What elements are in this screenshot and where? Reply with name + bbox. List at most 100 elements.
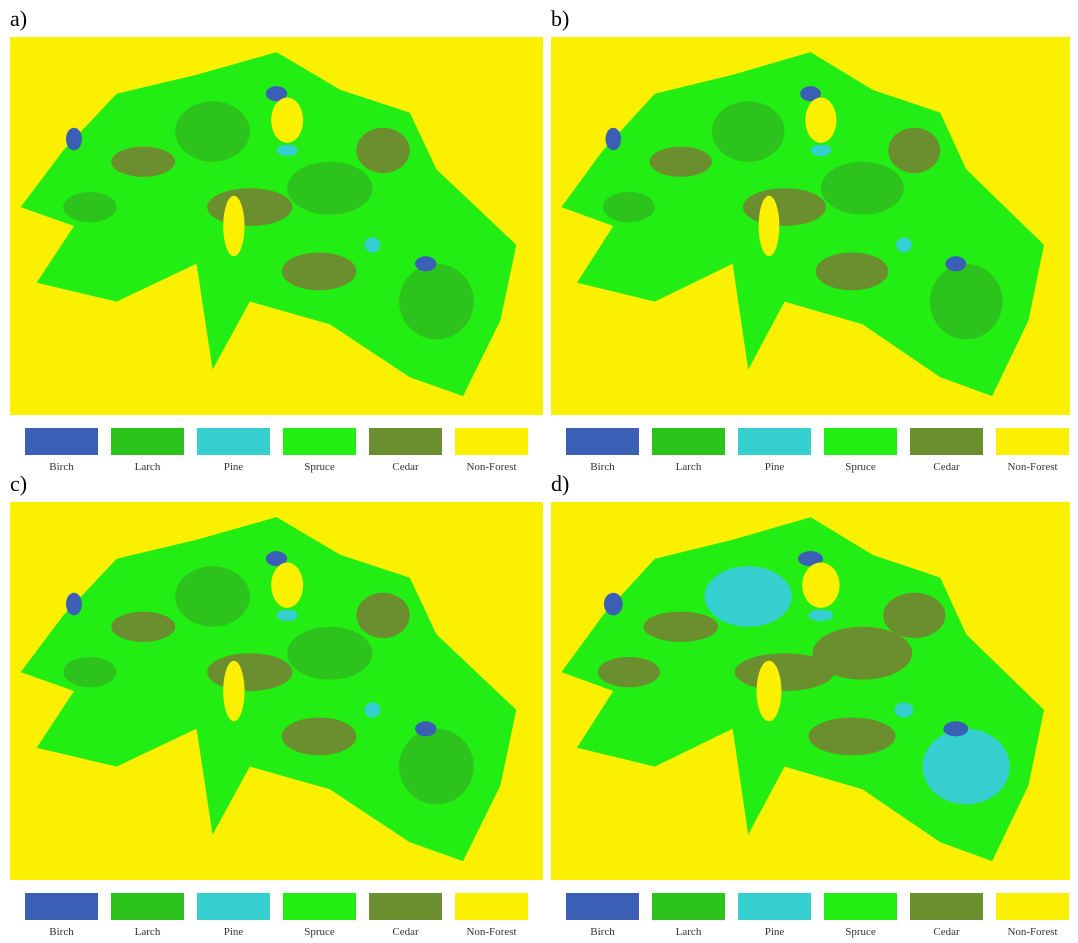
class-patch: [399, 729, 474, 805]
class-patch: [207, 653, 292, 691]
class-patch: [643, 612, 718, 642]
legend-label: Pine: [765, 461, 785, 473]
class-patch: [282, 252, 357, 290]
figure: a) Birch Larch Pine Spruce Cedar Non-Forest b) B…: [0, 0, 1078, 943]
class-patch: [743, 188, 826, 226]
legend-label: Non-Forest: [466, 461, 516, 473]
legend-label: Larch: [135, 461, 161, 473]
panel-label: c): [10, 471, 27, 496]
panel-label: a): [10, 6, 27, 31]
class-patch: [223, 661, 244, 721]
class-patch: [364, 702, 380, 717]
class-patch: [821, 162, 904, 215]
map-panel: b) Birch Larch Pine Spruce Cedar Non-Forest: [551, 6, 1070, 473]
class-patch: [923, 729, 1010, 805]
legend-swatch: [738, 893, 811, 920]
class-patch: [813, 627, 913, 680]
legend-swatch: [369, 428, 442, 455]
class-patch: [650, 147, 712, 177]
class-patch: [63, 657, 116, 687]
class-patch: [896, 237, 912, 252]
legend-swatch: [996, 428, 1069, 455]
legend-label: Larch: [676, 926, 702, 938]
class-patch: [207, 188, 292, 226]
legend-swatch: [738, 428, 811, 455]
class-patch: [802, 562, 839, 607]
class-patch: [415, 256, 436, 271]
class-patch: [603, 192, 655, 222]
legend-label: Spruce: [304, 461, 335, 473]
panel-label: b): [551, 6, 569, 31]
class-patch: [757, 661, 782, 721]
class-patch: [277, 610, 298, 621]
class-patch: [66, 593, 82, 616]
class-patch: [364, 237, 380, 252]
class-patch: [930, 264, 1003, 340]
legend-swatch: [824, 893, 897, 920]
class-patch: [63, 192, 116, 222]
legend-swatch: [652, 428, 725, 455]
class-patch: [943, 721, 968, 736]
class-patch: [808, 717, 895, 755]
legend-label: Non-Forest: [1007, 926, 1057, 938]
legend-swatch: [111, 893, 184, 920]
class-patch: [712, 101, 785, 161]
class-patch: [883, 593, 945, 638]
class-patch: [175, 566, 250, 626]
legend-label: Cedar: [933, 461, 960, 473]
legend-label: Birch: [590, 461, 615, 473]
legend-swatch: [111, 428, 184, 455]
class-patch: [356, 593, 409, 638]
legend-swatch: [25, 893, 98, 920]
class-patch: [705, 566, 792, 626]
legend-swatch: [197, 893, 270, 920]
class-patch: [271, 97, 303, 142]
class-patch: [598, 657, 660, 687]
legend-swatch: [652, 893, 725, 920]
legend-swatch: [455, 893, 528, 920]
legend-label: Spruce: [845, 926, 876, 938]
class-patch: [808, 610, 833, 621]
legend-swatch: [197, 428, 270, 455]
class-patch: [759, 196, 780, 256]
legend-swatch: [566, 893, 639, 920]
class-patch: [895, 702, 914, 717]
legend-label: Pine: [224, 461, 244, 473]
class-patch: [282, 717, 357, 755]
legend-label: Pine: [224, 926, 244, 938]
class-patch: [271, 562, 303, 607]
class-patch: [277, 145, 298, 156]
legend-label: Spruce: [845, 461, 876, 473]
legend-label: Non-Forest: [1007, 461, 1057, 473]
class-patch: [811, 145, 832, 156]
class-patch: [223, 196, 244, 256]
class-patch: [605, 128, 621, 151]
class-patch: [111, 147, 175, 177]
class-patch: [415, 721, 436, 736]
legend-label: Cedar: [933, 926, 960, 938]
panel-label: d): [551, 471, 569, 496]
legend-label: Spruce: [304, 926, 335, 938]
class-patch: [66, 128, 82, 151]
class-patch: [805, 97, 836, 142]
class-patch: [356, 128, 409, 173]
legend-swatch: [566, 428, 639, 455]
class-patch: [604, 593, 623, 616]
legend-label: Birch: [49, 461, 74, 473]
class-patch: [816, 252, 889, 290]
legend-label: Non-Forest: [466, 926, 516, 938]
legend-swatch: [824, 428, 897, 455]
legend-label: Cedar: [392, 926, 419, 938]
legend-label: Larch: [676, 461, 702, 473]
map-panel: a) Birch Larch Pine Spruce Cedar Non-Forest: [10, 6, 543, 473]
class-patch: [287, 627, 372, 680]
legend-swatch: [283, 893, 356, 920]
class-patch: [888, 128, 940, 173]
legend-label: Birch: [49, 926, 74, 938]
class-patch: [175, 101, 250, 161]
legend-label: Cedar: [392, 461, 419, 473]
map-panel: c)BirchLarchPineSpruceCedarNon-Forest: [10, 471, 543, 938]
class-patch: [945, 256, 966, 271]
legend-swatch: [910, 428, 983, 455]
